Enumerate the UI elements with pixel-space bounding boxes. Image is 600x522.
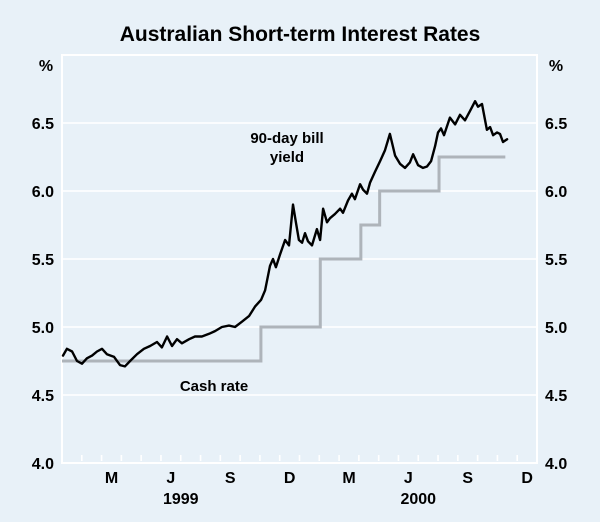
x-year-label: 2000 xyxy=(400,491,436,508)
bill-yield-series-label-line1: 90-day bill xyxy=(250,130,323,147)
bill-yield-line xyxy=(61,99,509,368)
y-tick-label-left: 6.5 xyxy=(32,116,54,133)
x-tick-label: J xyxy=(404,470,413,487)
x-tick-label: J xyxy=(166,470,175,487)
y-tick-label-left: 4.5 xyxy=(32,388,54,405)
y-tick-label-right: 5.5 xyxy=(545,252,567,269)
bill-yield-series-label-line2: yield xyxy=(270,149,304,166)
x-tick-label: M xyxy=(342,470,355,487)
x-tick-label: S xyxy=(225,470,236,487)
y-tick-label-left: 5.0 xyxy=(32,320,54,337)
x-tick-label: D xyxy=(284,470,296,487)
y-tick-label-right: 5.0 xyxy=(545,320,567,337)
x-tick-label: D xyxy=(521,470,533,487)
grid-layer xyxy=(61,54,538,464)
x-year-label: 1999 xyxy=(163,491,199,508)
cash-rate-series-label: Cash rate xyxy=(180,378,248,395)
y-tick-label-left: 4.0 xyxy=(32,456,54,473)
y-tick-label-right: 6.5 xyxy=(545,116,567,133)
y-tick-label-right: 6.0 xyxy=(545,184,567,201)
cash-rate-line xyxy=(62,155,506,363)
y-unit-left: % xyxy=(39,58,53,75)
y-tick-label-left: 6.0 xyxy=(32,184,54,201)
x-tick-label: M xyxy=(105,470,118,487)
series-layer xyxy=(61,99,509,368)
plot-frame xyxy=(61,54,538,464)
y-tick-label-left: 5.5 xyxy=(32,252,54,269)
chart-title: Australian Short-term Interest Rates xyxy=(120,23,481,46)
y-tick-label-right: 4.0 xyxy=(545,456,567,473)
y-tick-label-right: 4.5 xyxy=(545,388,567,405)
y-unit-right: % xyxy=(549,58,563,75)
x-tick-label: S xyxy=(462,470,473,487)
axis-labels-layer: 4.0 4.0 4.5 4.5 5.0 5.0 5.5 5.5 6.0 6.0 6.5 6.5 M J S D… xyxy=(32,116,568,508)
